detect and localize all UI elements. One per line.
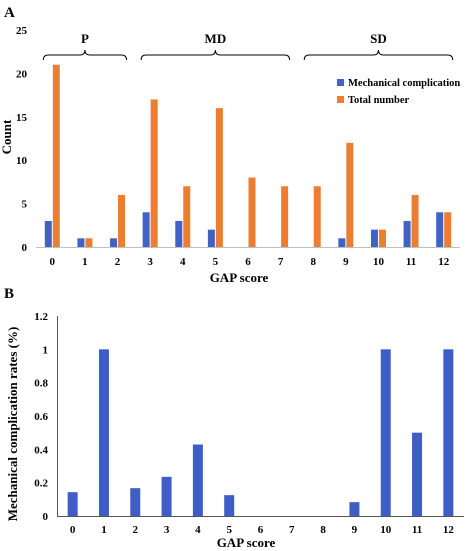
legend-swatch bbox=[337, 79, 344, 86]
rate-bar bbox=[67, 492, 78, 516]
panel-a-x-tick-label: 4 bbox=[180, 256, 186, 268]
panel-a-x-tick-label: 9 bbox=[343, 256, 349, 268]
panel-b-chart: B 00.20.40.60.811.2 0 1 2 3 4 5 6 7 8 9 10 11 12 GAP… bbox=[4, 286, 464, 550]
group-label: SD bbox=[370, 31, 387, 46]
panel-b-y-tick-label: 1 bbox=[43, 344, 49, 356]
panel-a-x-tick-labels: 0 1 2 3 4 5 6 7 8 9 10 11 12 bbox=[50, 256, 450, 268]
panel-a-x-tick-label: 0 bbox=[50, 256, 56, 268]
total-number-bar bbox=[313, 186, 321, 247]
panel-b-x-tick-label: 2 bbox=[133, 524, 139, 536]
mechanical-complication-bar bbox=[436, 212, 444, 247]
panel-b-x-tick-label: 8 bbox=[320, 524, 326, 536]
panel-a-x-axis-title: GAP score bbox=[210, 270, 269, 285]
panel-b-x-tick-label: 5 bbox=[226, 524, 232, 536]
panel-b-x-tick-label: 1 bbox=[101, 524, 107, 536]
total-number-bar bbox=[85, 238, 93, 247]
panel-b-x-tick-label: 12 bbox=[443, 524, 455, 536]
total-number-bar bbox=[346, 142, 354, 247]
total-number-bar bbox=[378, 229, 386, 247]
rate-bar bbox=[380, 349, 391, 516]
panel-b-y-tick-label: 0.6 bbox=[34, 411, 48, 423]
panel-b-x-tick-label: 9 bbox=[352, 524, 358, 536]
group-bracket bbox=[42, 49, 128, 61]
rate-bar bbox=[443, 349, 454, 516]
panel-a-legend: Mechanical complication Total number bbox=[337, 78, 460, 106]
panel-a-bars bbox=[44, 64, 452, 248]
panel-b-x-tick-label: 6 bbox=[258, 524, 264, 536]
panel-a-x-tick-label: 2 bbox=[115, 256, 121, 268]
rate-bar bbox=[130, 488, 141, 516]
legend-swatch bbox=[337, 96, 344, 103]
total-number-bar bbox=[183, 186, 191, 247]
panel-a-x-tick-label: 5 bbox=[213, 256, 219, 268]
panel-b-y-tick-labels: 0 0.2 0.4 0.6 0.8 1 1.2 bbox=[34, 311, 48, 523]
rate-bar bbox=[224, 495, 235, 516]
mechanical-complication-bar bbox=[44, 220, 52, 247]
mechanical-complication-bar bbox=[370, 229, 378, 247]
panel-b-x-tick-label: 11 bbox=[412, 524, 422, 536]
panel-b-x-tick-label: 3 bbox=[164, 524, 170, 536]
panel-b-x-tick-label: 4 bbox=[195, 524, 201, 536]
panel-a-y-tick-label: 15 bbox=[16, 112, 28, 124]
panel-a-y-tick-labels: 0 5 10 15 20 25 bbox=[16, 25, 28, 254]
panel-a-label: A bbox=[4, 5, 15, 21]
rate-bar bbox=[349, 502, 360, 516]
panel-b-y-tick-label: 0.2 bbox=[34, 478, 48, 490]
panel-b-y-axis-title: Mechanical complication rates (%) bbox=[5, 327, 20, 522]
panel-a-x-tick-label: 7 bbox=[278, 256, 284, 268]
panel-b-x-tick-label: 10 bbox=[380, 524, 392, 536]
panel-a-x-tick-label: 11 bbox=[406, 256, 416, 268]
mechanical-complication-bar bbox=[77, 238, 85, 247]
total-number-bar bbox=[150, 99, 158, 247]
total-number-bar bbox=[215, 108, 223, 248]
panel-a-y-tick-label: 20 bbox=[16, 68, 28, 80]
panel-a-group-brackets: P MD SD bbox=[42, 31, 454, 61]
mechanical-complication-bar bbox=[142, 212, 150, 247]
rate-bar bbox=[161, 476, 172, 516]
group-bracket bbox=[140, 49, 291, 61]
group-label: MD bbox=[205, 31, 227, 46]
panel-b-label: B bbox=[4, 286, 14, 302]
mechanical-complication-bar bbox=[175, 220, 183, 247]
panel-a-y-axis-title: Count bbox=[0, 119, 14, 154]
panel-a-x-tick-label: 8 bbox=[310, 256, 316, 268]
total-number-bar bbox=[118, 194, 126, 247]
panel-b-y-tick-label: 0.8 bbox=[34, 378, 48, 390]
panel-b-x-axis-title: GAP score bbox=[217, 535, 276, 550]
panel-b-y-tick-label: 0 bbox=[43, 511, 49, 523]
total-number-bar bbox=[248, 177, 256, 247]
total-number-bar bbox=[444, 212, 452, 247]
panel-a-x-tick-label: 6 bbox=[245, 256, 251, 268]
mechanical-complication-bar bbox=[207, 229, 215, 247]
panel-a-y-tick-label: 25 bbox=[16, 25, 28, 37]
total-number-bar bbox=[411, 194, 419, 247]
panel-a-x-tick-label: 1 bbox=[82, 256, 88, 268]
panel-b-x-tick-label: 0 bbox=[70, 524, 76, 536]
rate-bar bbox=[412, 432, 423, 516]
group-label: P bbox=[81, 31, 89, 46]
mechanical-complication-bar bbox=[110, 238, 118, 247]
legend-label: Mechanical complication bbox=[348, 78, 460, 89]
panel-b-x-tick-labels: 0 1 2 3 4 5 6 7 8 9 10 11 12 bbox=[70, 524, 454, 536]
legend-label: Total number bbox=[348, 95, 410, 106]
panel-a-x-tick-label: 3 bbox=[147, 256, 153, 268]
group-bracket bbox=[303, 49, 454, 61]
total-number-bar bbox=[52, 64, 60, 247]
panel-b-x-tick-label: 7 bbox=[289, 524, 295, 536]
total-number-bar bbox=[281, 186, 289, 247]
rate-bar bbox=[192, 444, 203, 516]
panel-b-bars bbox=[67, 349, 454, 516]
panel-a-x-tick-label: 10 bbox=[373, 256, 385, 268]
mechanical-complication-bar bbox=[338, 238, 346, 247]
panel-b-y-tick-label: 0.4 bbox=[34, 444, 48, 456]
mechanical-complication-bar bbox=[403, 220, 411, 247]
rate-bar bbox=[98, 349, 109, 516]
panel-a-y-tick-label: 10 bbox=[16, 155, 28, 167]
panel-a-y-tick-label: 0 bbox=[22, 242, 28, 254]
panel-a-x-tick-label: 12 bbox=[438, 256, 450, 268]
panel-a-y-tick-label: 5 bbox=[22, 199, 28, 211]
panel-b-y-tick-label: 1.2 bbox=[34, 311, 48, 323]
